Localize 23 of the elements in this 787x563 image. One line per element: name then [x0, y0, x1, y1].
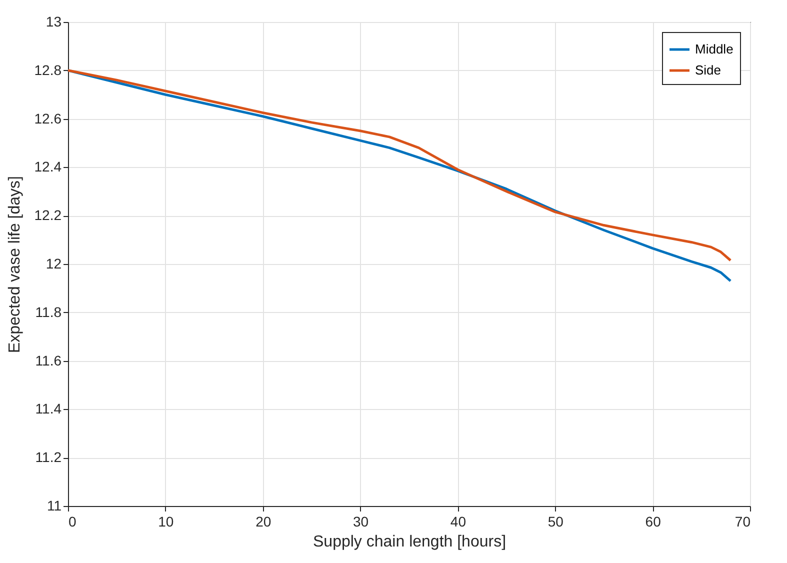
x-tick-label: 40 — [450, 514, 466, 530]
y-tick-label: 12.4 — [34, 158, 62, 175]
y-tick-label: 11.8 — [35, 304, 62, 320]
y-tick-label: 11.2 — [35, 449, 62, 466]
y-tick-label: 11.6 — [35, 352, 62, 368]
x-tick-label: 10 — [158, 514, 174, 530]
y-tick-label: 11.4 — [35, 400, 62, 417]
x-tick-label: 60 — [645, 514, 662, 530]
y-tick-label: 12.8 — [34, 62, 62, 78]
x-tick-label: 70 — [734, 514, 751, 530]
y-tick-label: 11 — [46, 498, 62, 514]
y-tick-label: 12 — [46, 256, 62, 272]
x-tick-label: 30 — [352, 514, 369, 530]
legend-label: Side — [695, 62, 722, 78]
x-tick-label: 50 — [548, 514, 564, 530]
y-tick-label: 13 — [46, 14, 62, 30]
y-tick-label: 12.6 — [34, 110, 62, 126]
legend-label: Middle — [695, 42, 734, 56]
y-tick-label: 12.2 — [34, 207, 62, 224]
x-axis-title: Supply chain length [hours] — [312, 534, 506, 550]
x-tick-label: 20 — [256, 514, 272, 530]
x-tick-label: 0 — [68, 514, 76, 530]
y-axis-title: Expected vase life [days] — [6, 176, 24, 353]
